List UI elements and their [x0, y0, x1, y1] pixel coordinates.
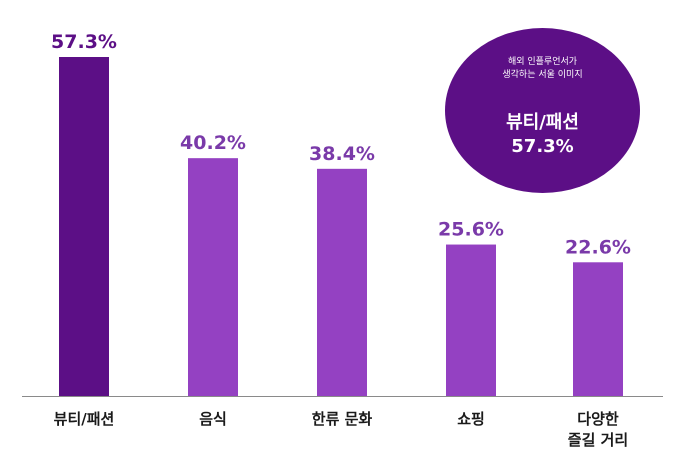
callout-subtitle-line2: 생각하는 서울 이미지: [502, 70, 583, 80]
callout-value: 57.3%: [511, 136, 574, 157]
bar-value-label: 22.6%: [565, 236, 631, 258]
bar: [59, 57, 109, 396]
bar-value-label: 57.3%: [51, 31, 117, 53]
category-label: 즐길 거리: [568, 431, 628, 449]
bars-group: [59, 57, 623, 396]
bar: [188, 158, 238, 396]
category-label: 한류 문화: [312, 410, 373, 428]
bar-value-label: 40.2%: [180, 132, 246, 154]
callout-category: 뷰티/패션: [506, 112, 579, 133]
callout-bubble: 해외 인플루언서가 생각하는 서울 이미지 뷰티/패션 57.3%: [445, 28, 640, 193]
value-labels-group: 57.3% 40.2% 38.4% 25.6% 22.6%: [51, 31, 631, 258]
callout-subtitle: 해외 인플루언서가 생각하는 서울 이미지: [445, 56, 640, 82]
callout-subtitle-line1: 해외 인플루언서가: [507, 57, 578, 67]
bar: [573, 262, 623, 396]
bar: [446, 244, 496, 396]
bar-value-label: 38.4%: [309, 143, 375, 165]
bar-value-label: 25.6%: [438, 219, 504, 241]
category-label: 쇼핑: [457, 410, 485, 428]
category-label: 뷰티/패션: [54, 410, 115, 428]
bar: [317, 168, 367, 396]
category-label: 다양한: [577, 410, 619, 428]
category-label: 음식: [199, 410, 227, 428]
